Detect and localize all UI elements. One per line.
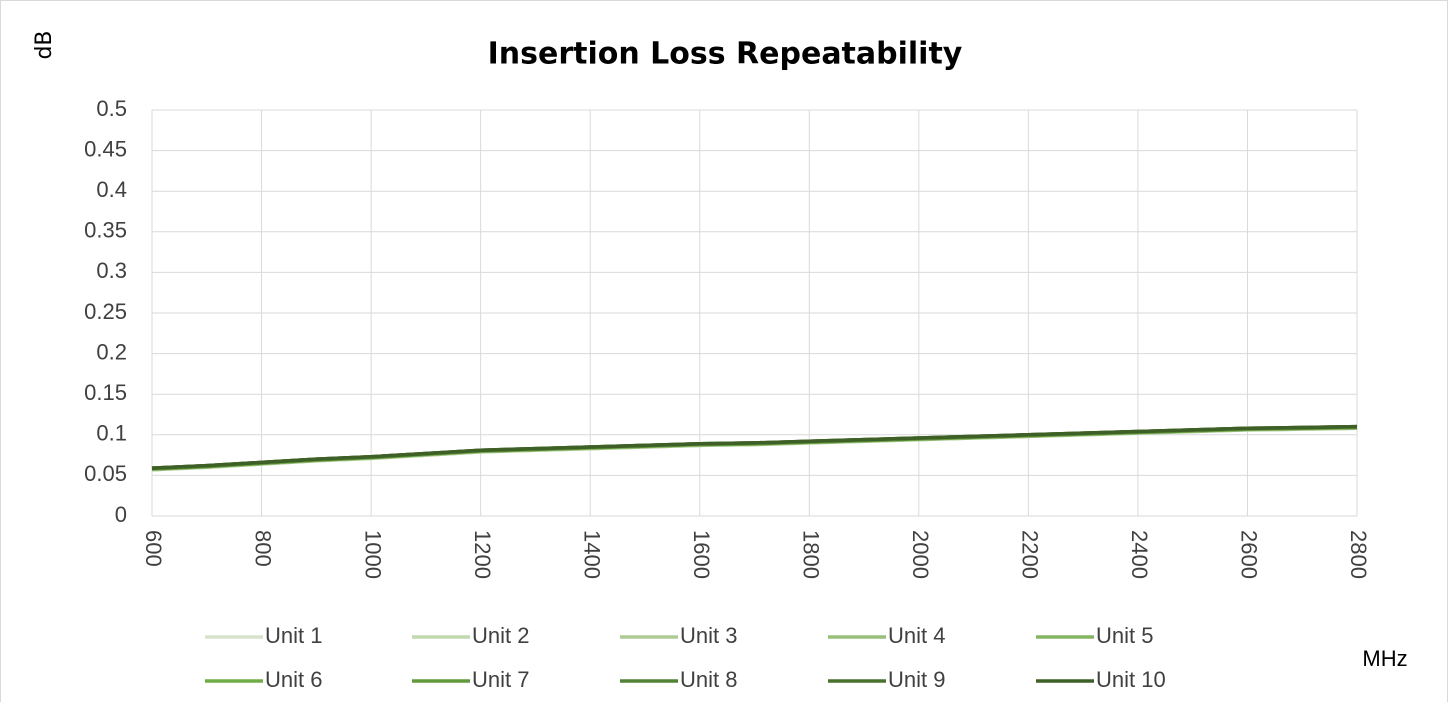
x-tick-label: 2200 xyxy=(1018,530,1043,579)
legend-label: Unit 2 xyxy=(472,623,529,648)
x-tick-label: 1000 xyxy=(360,530,385,579)
x-tick-label: 2600 xyxy=(1237,530,1262,579)
legend-label: Unit 10 xyxy=(1096,667,1166,692)
x-tick-label: 2000 xyxy=(908,530,933,579)
x-tick-label: 600 xyxy=(141,530,166,567)
x-tick-label: 1200 xyxy=(470,530,495,579)
legend-label: Unit 7 xyxy=(472,667,529,692)
x-axis-label: MHz xyxy=(1362,646,1407,671)
y-tick-label: 0.35 xyxy=(84,218,127,243)
legend-label: Unit 5 xyxy=(1096,623,1153,648)
legend-label: Unit 9 xyxy=(888,667,945,692)
chart-title: Insertion Loss Repeatability xyxy=(488,37,963,72)
x-tick-label: 2800 xyxy=(1346,530,1371,579)
y-tick-label: 0 xyxy=(115,502,127,527)
y-tick-label: 0.45 xyxy=(84,136,127,161)
y-tick-label: 0.05 xyxy=(84,461,127,486)
legend-label: Unit 4 xyxy=(888,623,945,648)
y-tick-label: 0.4 xyxy=(96,177,127,202)
x-tick-label: 1600 xyxy=(689,530,714,579)
y-tick-label: 0.2 xyxy=(96,339,127,364)
legend-label: Unit 6 xyxy=(265,667,322,692)
legend-label: Unit 3 xyxy=(680,623,737,648)
series-line xyxy=(151,424,1358,470)
x-tick-label: 2400 xyxy=(1127,530,1152,579)
legend-label: Unit 8 xyxy=(680,667,737,692)
y-tick-label: 0.15 xyxy=(84,380,127,405)
y-tick-label: 0.1 xyxy=(96,421,127,446)
x-tick-label: 1400 xyxy=(579,530,604,579)
legend-label: Unit 1 xyxy=(265,623,322,648)
y-tick-label: 0.3 xyxy=(96,258,127,283)
y-tick-label: 0.25 xyxy=(84,299,127,324)
x-tick-label: 800 xyxy=(251,530,276,567)
y-axis-label: dB xyxy=(32,30,57,59)
y-tick-label: 0.5 xyxy=(96,96,127,121)
x-tick-label: 1800 xyxy=(798,530,823,579)
